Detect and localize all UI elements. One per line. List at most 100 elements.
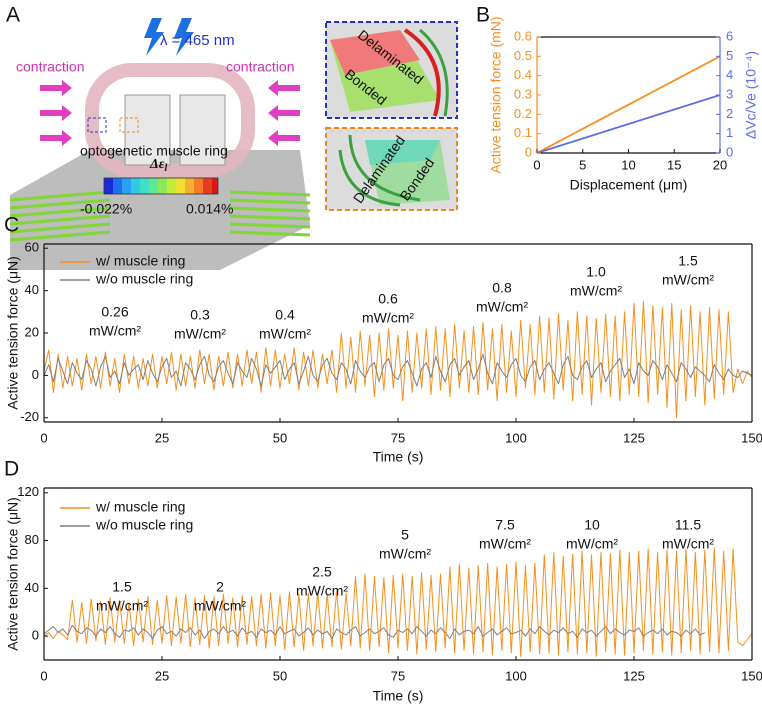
- ring-label: optogenetic muscle ring: [80, 143, 228, 159]
- x-tick-label: 15: [667, 157, 681, 172]
- annotation: mW/cm²: [566, 536, 618, 552]
- annotation: mW/cm²: [174, 326, 226, 342]
- x-tick-label: 0: [40, 668, 47, 683]
- colorbar-title-sub: l: [165, 163, 168, 174]
- colorbar-title: Δεl: [149, 157, 168, 174]
- x-tick-label: 20: [713, 157, 727, 172]
- x-tick-label: 50: [273, 668, 287, 683]
- y2-tick-label: 3: [726, 86, 733, 101]
- colorbar-max: 0.014%: [186, 201, 233, 217]
- y-tick-label: 0: [525, 144, 532, 159]
- electrodes: [9, 190, 311, 242]
- annotation: 1.0: [586, 264, 606, 280]
- annotation: 10: [584, 517, 600, 533]
- annotation: 0.6: [378, 291, 398, 307]
- y2-tick-label: 0: [726, 144, 733, 159]
- x-tick-label: 75: [391, 430, 405, 445]
- contraction-label: contraction: [226, 59, 294, 75]
- data-line: [536, 55, 721, 154]
- legend-label: w/o muscle ring: [95, 271, 193, 287]
- panel-label: D: [4, 458, 19, 481]
- annotation: 7.5: [495, 517, 515, 533]
- colorbar-title-main: Δε: [149, 157, 165, 172]
- x-tick-label: 0: [40, 430, 47, 445]
- annotation: 11.5: [675, 517, 701, 533]
- y2-tick-label: 1: [726, 125, 733, 140]
- data-line: [43, 300, 753, 419]
- annotation: mW/cm²: [662, 536, 714, 552]
- contraction-label: contraction: [16, 59, 84, 75]
- data-line: [43, 547, 753, 657]
- annotation: mW/cm²: [662, 272, 714, 288]
- y2-axis-label: ΔVc/Ve (10⁻⁴): [743, 51, 759, 139]
- x-tick-label: 10: [621, 157, 635, 172]
- muscle-ring: [85, 63, 255, 177]
- annotation: mW/cm²: [476, 299, 528, 315]
- x-tick-label: 150: [741, 430, 762, 445]
- annotation: mW/cm²: [96, 598, 148, 614]
- y-tick-label: 0: [32, 628, 39, 643]
- colorbar: [103, 177, 219, 195]
- annotation: 5: [401, 527, 409, 543]
- y-axis-label: Active tension force (μN): [5, 497, 21, 651]
- inset-marker: [119, 117, 139, 133]
- annotation: mW/cm²: [570, 283, 622, 299]
- x-tick-label: 0: [533, 157, 540, 172]
- x-tick-label: 25: [155, 430, 169, 445]
- x-tick-label: 50: [273, 430, 287, 445]
- y-tick-label: 20: [25, 324, 39, 339]
- y2-tick-label: 6: [726, 28, 733, 43]
- data-line: [43, 624, 706, 639]
- y-axis-label: Active tension force (mN): [488, 16, 504, 173]
- x-tick-label: 5: [579, 157, 586, 172]
- y-axis-label: Active tension force (μN): [5, 256, 21, 410]
- y-tick-label: -20: [20, 409, 39, 424]
- illustration: λ = 465 nm contraction contraction optog…: [9, 18, 458, 270]
- inset-top: [325, 21, 458, 119]
- annotation: mW/cm²: [296, 583, 348, 599]
- x-axis-label: Time (s): [373, 449, 424, 465]
- arrows: [40, 80, 300, 146]
- y-tick-label: 0.5: [514, 48, 532, 63]
- legend-label: w/ muscle ring: [95, 499, 185, 515]
- data-line: [43, 353, 753, 387]
- x-tick-label: 75: [391, 668, 405, 683]
- annotation: 0.8: [492, 280, 512, 296]
- inset-marker: [87, 117, 107, 133]
- x-tick-label: 100: [505, 430, 527, 445]
- annotation: 1.5: [678, 253, 698, 269]
- annotation: 0.3: [190, 307, 210, 323]
- annotation: 1.5: [112, 579, 132, 595]
- y-tick-label: 0.2: [514, 106, 532, 121]
- y-tick-label: 0.4: [514, 67, 532, 82]
- y-tick-label: 0.3: [514, 86, 532, 101]
- bridge: [124, 94, 171, 166]
- x-tick-label: 25: [155, 668, 169, 683]
- annotation: mW/cm²: [379, 546, 431, 562]
- x-tick-label: 125: [623, 668, 645, 683]
- inset-bottom: [325, 127, 458, 211]
- annotation: mW/cm²: [194, 598, 246, 614]
- y2-tick-label: 5: [726, 48, 733, 63]
- panel-label: C: [4, 214, 19, 237]
- y-tick-label: 0: [32, 367, 39, 382]
- data-line: [536, 94, 721, 154]
- bridge: [179, 94, 226, 166]
- x-axis-label: Displacement (μm): [570, 177, 688, 193]
- panel-label: B: [476, 4, 490, 27]
- x-tick-label: 125: [623, 430, 645, 445]
- light-bolts: [144, 18, 194, 56]
- legend-label: w/o muscle ring: [95, 517, 193, 533]
- y-tick-label: 60: [25, 240, 39, 255]
- panel-label: A: [6, 4, 20, 27]
- wavelength: λ = 465 nm: [160, 32, 235, 49]
- x-tick-label: 100: [505, 668, 527, 683]
- legend-label: w/ muscle ring: [95, 253, 185, 269]
- annotation: mW/cm²: [362, 310, 414, 326]
- x-tick-label: 150: [741, 668, 762, 683]
- y-tick-label: 0.6: [514, 28, 532, 43]
- annotation: mW/cm²: [89, 323, 141, 339]
- y-tick-label: 80: [25, 532, 39, 547]
- annotation: 0.4: [275, 307, 295, 323]
